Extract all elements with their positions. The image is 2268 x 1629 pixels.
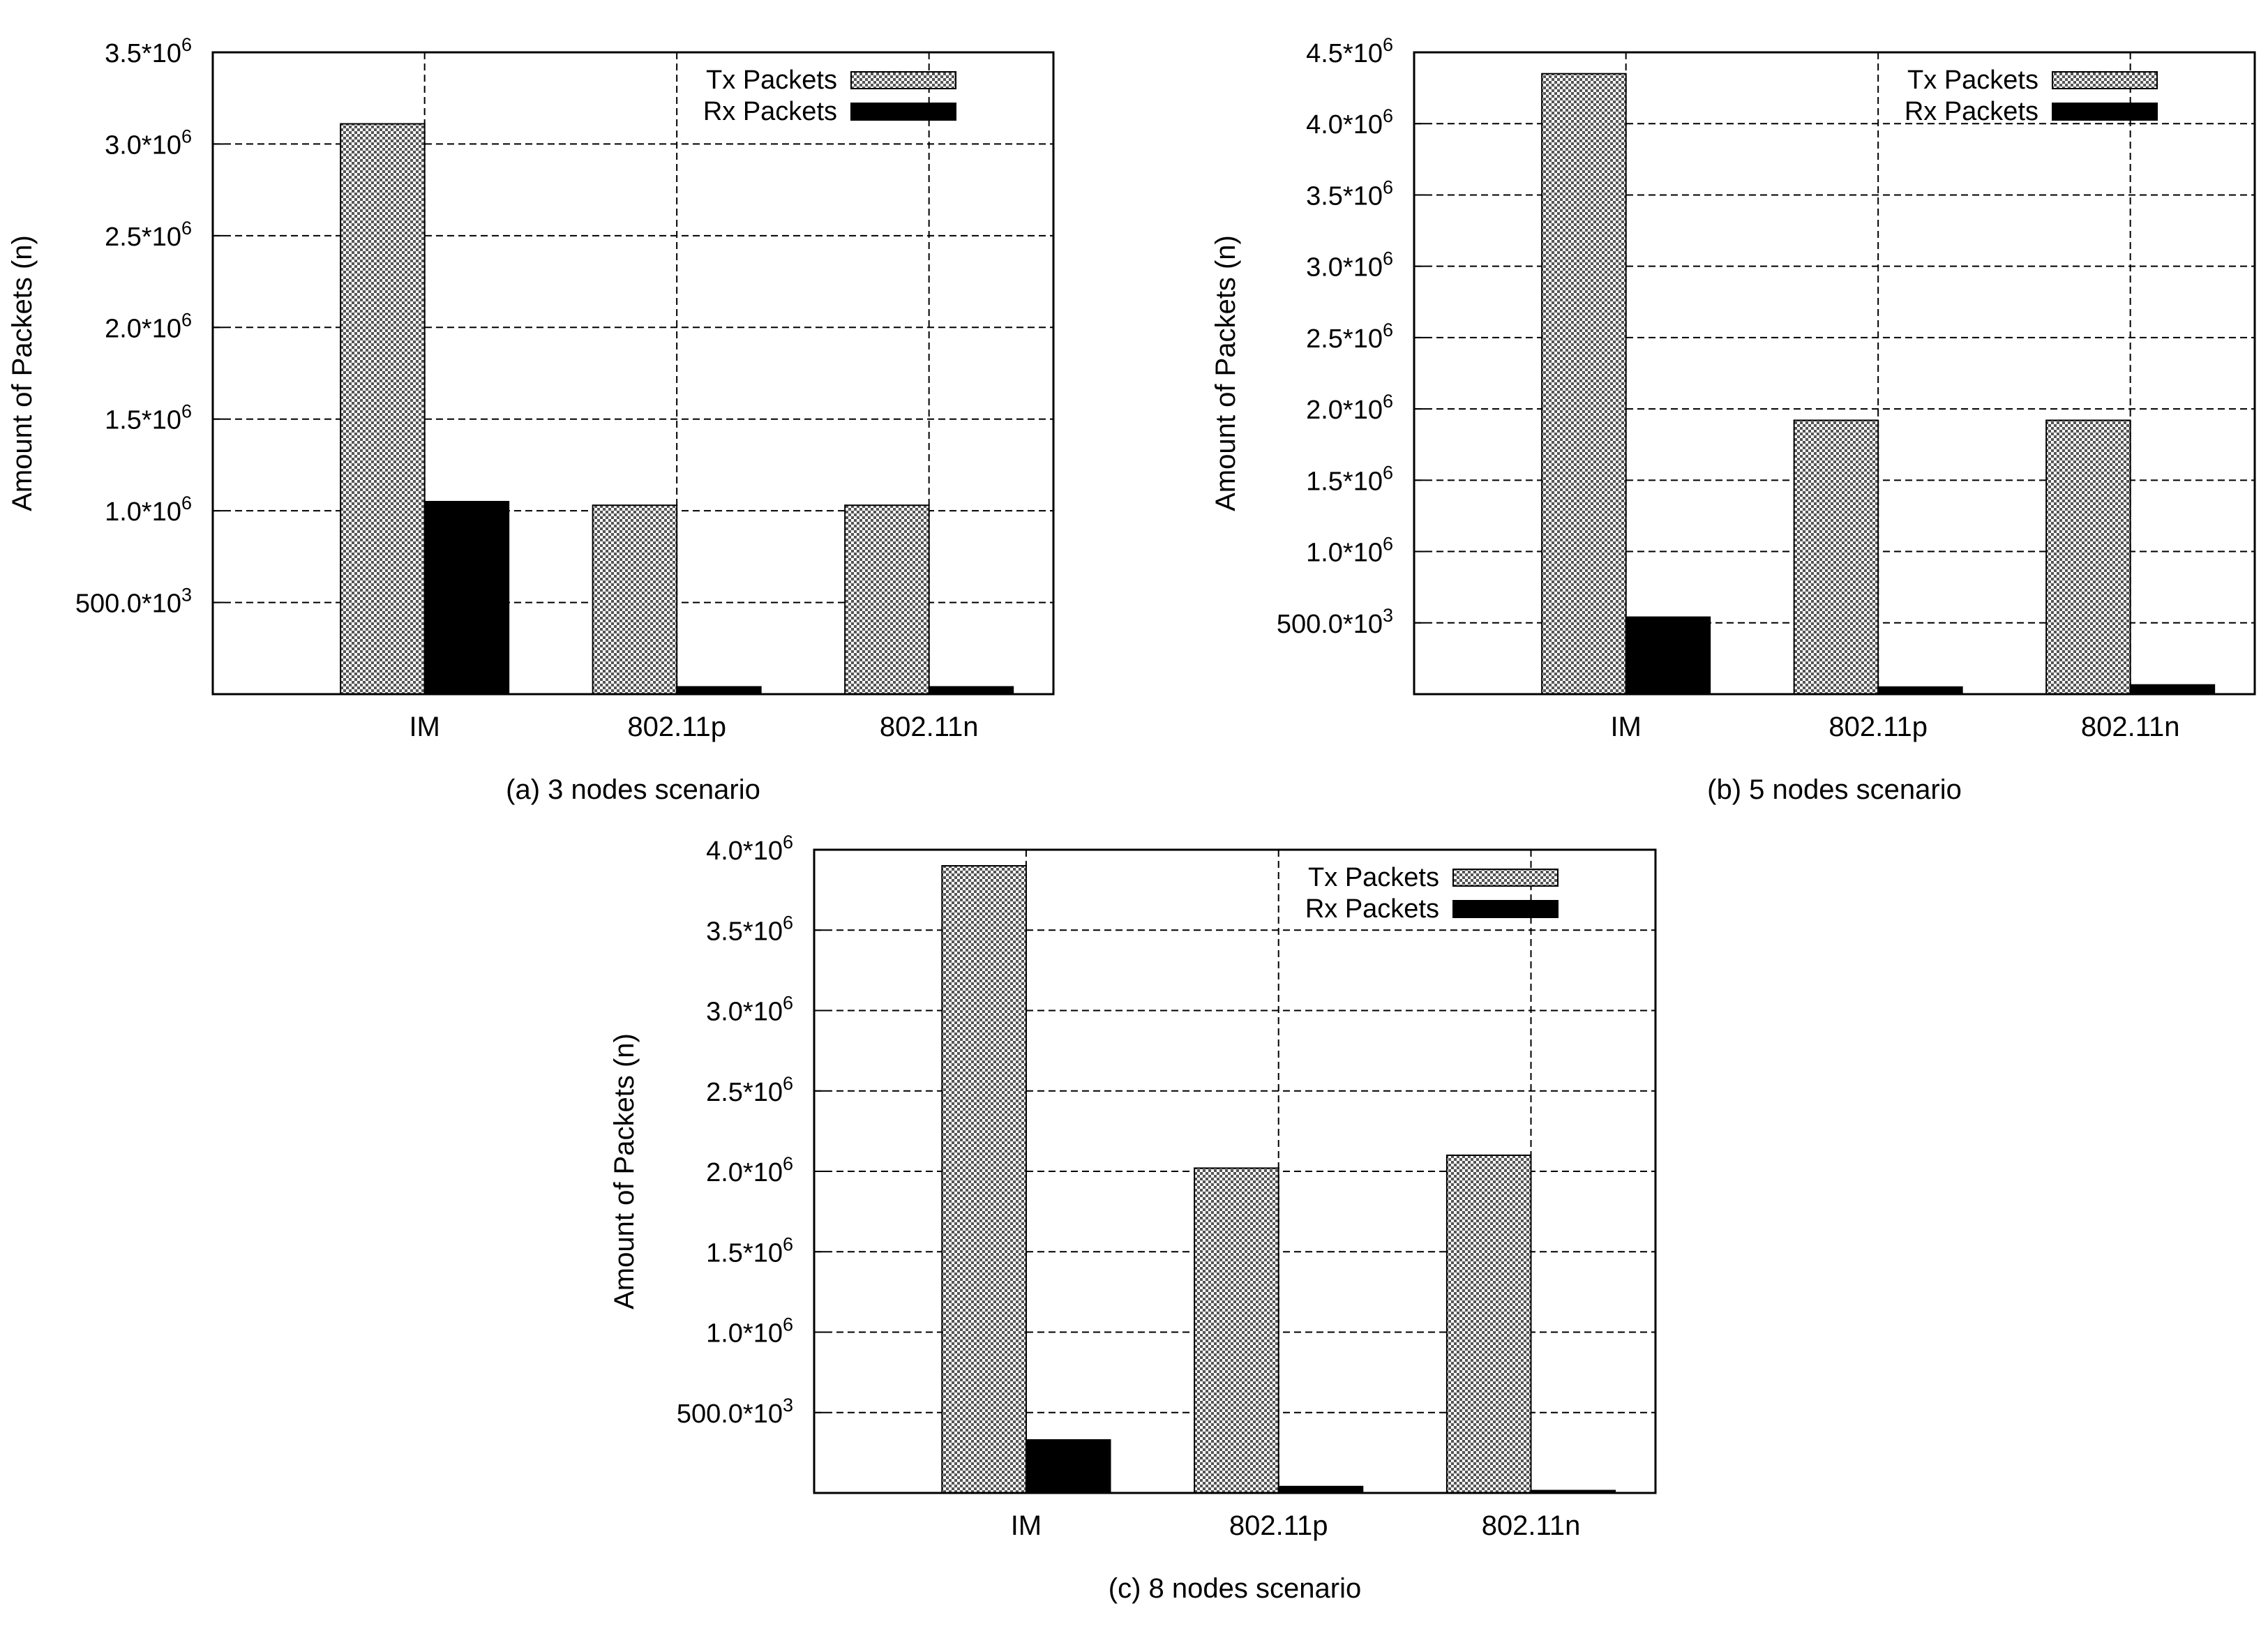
bar-tx xyxy=(941,865,1027,1494)
bar-tx xyxy=(340,123,426,695)
y-tick-label: 3.5*106 xyxy=(706,912,793,946)
x-tick-label: 802.11n xyxy=(2081,712,2180,742)
y-tick-label: 1.5*106 xyxy=(1306,462,1393,496)
x-tick-label: 802.11p xyxy=(1229,1510,1328,1541)
bar-tx xyxy=(2045,419,2131,695)
legend-label: Tx Packets xyxy=(1308,863,1439,892)
legend-label: Tx Packets xyxy=(706,66,837,95)
y-axis-label: Amount of Packets (n) xyxy=(609,1033,640,1309)
legend-label: Tx Packets xyxy=(1907,66,2038,95)
y-tick-label: 3.0*106 xyxy=(105,126,192,160)
y-axis-label: Amount of Packets (n) xyxy=(1210,235,1241,511)
bar-tx xyxy=(1445,1154,1532,1494)
legend-swatch xyxy=(2052,71,2158,89)
y-tick-label: 2.0*106 xyxy=(105,309,192,343)
plot-frame xyxy=(211,51,1055,696)
legend-swatch xyxy=(850,103,956,121)
y-tick-label: 500.0*103 xyxy=(75,585,192,619)
bar-rx xyxy=(2129,684,2216,696)
y-tick-label: 2.5*106 xyxy=(1306,320,1393,354)
y-tick-label: 1.5*106 xyxy=(706,1233,793,1268)
panel-caption: (c) 8 nodes scenario xyxy=(1109,1573,1361,1604)
y-tick-label: 4.0*106 xyxy=(1306,105,1393,140)
x-tick-label: 802.11n xyxy=(880,712,979,742)
legend-swatch xyxy=(850,71,956,89)
y-tick-label: 2.0*106 xyxy=(706,1153,793,1187)
y-tick-label: 3.0*106 xyxy=(706,993,793,1027)
bar-rx xyxy=(1625,616,1711,695)
bar-rx xyxy=(676,686,762,696)
chart-panel-a: 500.0*103 1.0*106 1.5*106 2.0*106 2.5*106 3.0… xyxy=(7,34,1055,805)
x-tick-label: IM xyxy=(409,712,440,742)
x-tick-label: 802.11n xyxy=(1482,1510,1581,1541)
x-tick-label: 802.11p xyxy=(627,712,726,742)
bar-rx xyxy=(928,686,1014,696)
bar-rx xyxy=(423,501,510,695)
y-axis-label: Amount of Packets (n) xyxy=(7,235,38,511)
y-tick-label: 2.5*106 xyxy=(105,218,192,252)
panel-caption: (a) 3 nodes scenario xyxy=(506,774,760,805)
y-tick-label: 1.0*106 xyxy=(706,1314,793,1349)
plot-frame xyxy=(813,848,1657,1494)
y-tick-label: 2.5*106 xyxy=(706,1073,793,1107)
legend-label: Rx Packets xyxy=(1305,894,1439,924)
y-tick-label: 1.0*106 xyxy=(1306,534,1393,568)
legend-swatch xyxy=(2052,103,2158,121)
x-tick-label: IM xyxy=(1610,712,1641,742)
y-tick-label: 2.0*106 xyxy=(1306,391,1393,425)
y-tick-label: 1.5*106 xyxy=(105,401,192,435)
y-tick-label: 4.5*106 xyxy=(1306,34,1393,68)
chart-panel-c: 500.0*103 1.0*106 1.5*106 2.0*106 2.5*106 3.0… xyxy=(609,832,1657,1604)
plot-frame xyxy=(1413,51,2256,696)
bar-tx xyxy=(1541,73,1627,695)
legend-swatch xyxy=(1452,869,1559,887)
x-tick-label: IM xyxy=(1011,1510,1042,1541)
legend-label: Rx Packets xyxy=(1905,97,2038,126)
bar-tx xyxy=(844,504,930,695)
y-tick-label: 500.0*103 xyxy=(1277,605,1393,639)
y-tick-label: 3.5*106 xyxy=(1306,177,1393,211)
bar-tx xyxy=(1793,419,1879,695)
legend-label: Rx Packets xyxy=(703,97,837,126)
legend-swatch xyxy=(1452,900,1559,918)
bar-rx xyxy=(1025,1439,1111,1494)
panel-caption: (b) 5 nodes scenario xyxy=(1707,774,1962,805)
y-tick-label: 3.5*106 xyxy=(105,34,192,68)
y-tick-label: 1.0*106 xyxy=(105,493,192,527)
chart-panel-b: 500.0*103 1.0*106 1.5*106 2.0*106 2.5*106 3.0… xyxy=(1210,34,2256,805)
bar-tx xyxy=(1194,1167,1279,1494)
y-tick-label: 4.0*106 xyxy=(706,832,793,866)
bar-rx xyxy=(1877,686,1963,695)
y-tick-label: 500.0*103 xyxy=(677,1395,793,1429)
y-tick-label: 3.0*106 xyxy=(1306,248,1393,283)
x-tick-label: 802.11p xyxy=(1828,712,1928,742)
bar-tx xyxy=(592,504,678,695)
